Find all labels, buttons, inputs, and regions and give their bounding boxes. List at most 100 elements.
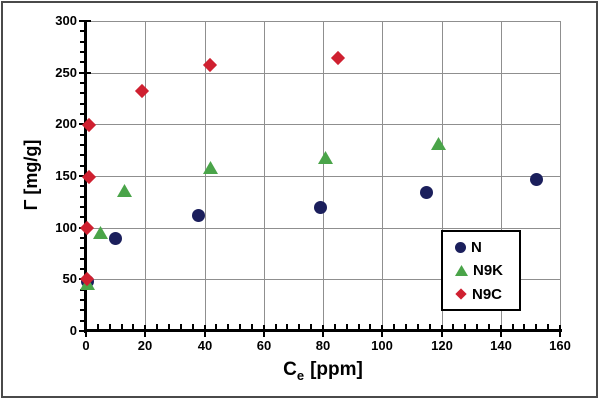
data-point-n-circle [420, 186, 433, 199]
y-axis-minor-tick [80, 309, 85, 311]
x-axis-minor-tick [298, 324, 300, 329]
vertical-gridline [560, 21, 561, 331]
x-axis-minor-tick [310, 324, 312, 329]
y-axis-minor-tick [80, 92, 85, 94]
data-point-n-circle [530, 173, 543, 186]
y-axis-tick-label: 150 [55, 168, 77, 183]
x-axis-major-tick [204, 325, 206, 337]
x-axis-minor-tick [132, 324, 134, 329]
y-axis-major-tick [79, 72, 91, 74]
x-axis-major-tick [441, 325, 443, 337]
y-axis-minor-tick [80, 61, 85, 63]
x-axis-minor-tick [168, 324, 170, 329]
x-axis-minor-tick [476, 324, 478, 329]
vertical-gridline [264, 21, 265, 331]
y-axis-minor-tick [80, 247, 85, 249]
y-axis-minor-tick [80, 103, 85, 105]
x-axis-title: Ce [ppm] [223, 359, 423, 385]
scatter-chart: Γ [mg/g] Ce [ppm] N N9K N9C 0 20 40 60 80 100 1… [3, 3, 599, 396]
y-axis-minor-tick [80, 30, 85, 32]
y-axis-tick-label: 0 [69, 323, 77, 338]
x-axis-minor-tick [156, 324, 158, 329]
x-axis-tick-label: 160 [549, 338, 571, 353]
legend-label: N9K [473, 262, 504, 279]
x-axis-minor-tick [192, 324, 194, 329]
data-point-n-circle [314, 201, 327, 214]
x-axis-minor-tick [251, 324, 253, 329]
data-point-n9k-triangle [117, 184, 132, 197]
x-axis-tick-label: 100 [371, 338, 393, 353]
y-axis-minor-tick [80, 299, 85, 301]
data-point-n-circle [109, 232, 122, 245]
x-axis-minor-tick [464, 324, 466, 329]
data-point-n9c-diamond [79, 220, 95, 236]
x-axis-minor-tick [535, 324, 537, 329]
x-axis-major-tick [500, 325, 502, 337]
y-axis-tick-label: 50 [62, 271, 77, 286]
legend-label: N [471, 238, 482, 256]
y-axis-minor-tick [80, 196, 85, 198]
x-axis-minor-tick [369, 324, 371, 329]
x-axis-minor-tick [275, 324, 277, 329]
y-axis-tick-label: 300 [55, 13, 77, 28]
y-axis-minor-tick [80, 258, 85, 260]
x-axis-minor-tick [286, 324, 288, 329]
y-axis-tick-label: 200 [55, 116, 77, 131]
circle-marker-icon [455, 241, 466, 253]
y-axis-minor-tick [80, 154, 85, 156]
y-axis-minor-tick [80, 237, 85, 239]
x-axis-minor-tick [523, 324, 525, 329]
vertical-gridline [323, 21, 324, 331]
x-axis-tick-label: 0 [82, 338, 90, 353]
y-axis-tick-label: 100 [55, 220, 77, 235]
x-axis-title-unit: [ppm] [310, 359, 363, 380]
y-axis-minor-tick [80, 320, 85, 322]
y-axis-tick-label: 250 [55, 65, 77, 80]
y-axis-minor-tick [80, 289, 85, 291]
diamond-marker-icon [455, 288, 467, 300]
y-axis-minor-tick [80, 185, 85, 187]
legend-label: N9C [472, 285, 503, 303]
vertical-gridline [501, 21, 502, 331]
x-axis-tick-label: 120 [431, 338, 453, 353]
x-axis-minor-tick [417, 324, 419, 329]
x-axis-minor-tick [429, 324, 431, 329]
x-axis-major-tick [144, 325, 146, 337]
x-axis-minor-tick [239, 324, 241, 329]
x-axis-major-tick [559, 325, 561, 337]
x-axis-tick-label: 80 [315, 338, 331, 353]
y-axis-minor-tick [80, 268, 85, 270]
x-axis-minor-tick [121, 324, 123, 329]
x-axis-tick-label: 40 [197, 338, 213, 353]
y-axis-minor-tick [80, 165, 85, 167]
x-axis-minor-tick [488, 324, 490, 329]
y-axis-major-tick [79, 330, 91, 332]
y-axis-minor-tick [80, 82, 85, 84]
legend: N N9K N9C [441, 230, 521, 311]
y-axis-minor-tick [80, 113, 85, 115]
y-axis-minor-tick [80, 144, 85, 146]
data-point-n9c-diamond [330, 50, 346, 66]
x-axis-minor-tick [346, 324, 348, 329]
x-axis-minor-tick [358, 324, 360, 329]
x-axis-major-tick [381, 325, 383, 337]
x-axis-minor-tick [547, 324, 549, 329]
x-axis-tick-label: 60 [256, 338, 272, 353]
x-axis-tick-label: 20 [137, 338, 153, 353]
y-axis-minor-tick [80, 51, 85, 53]
y-axis-major-tick [79, 20, 91, 22]
data-point-n9c-diamond [134, 83, 150, 99]
x-axis-minor-tick [393, 324, 395, 329]
x-axis-minor-tick [109, 324, 111, 329]
x-axis-title-symbol: C [283, 359, 297, 380]
legend-entry-n9k: N9K [455, 262, 519, 279]
y-axis-minor-tick [80, 206, 85, 208]
x-axis-minor-tick [512, 324, 514, 329]
y-axis-minor-tick [80, 216, 85, 218]
x-axis-minor-tick [215, 324, 217, 329]
data-point-n9k-triangle [431, 137, 446, 150]
legend-entry-n: N [455, 239, 519, 256]
triangle-marker-icon [455, 265, 468, 276]
x-axis-minor-tick [334, 324, 336, 329]
